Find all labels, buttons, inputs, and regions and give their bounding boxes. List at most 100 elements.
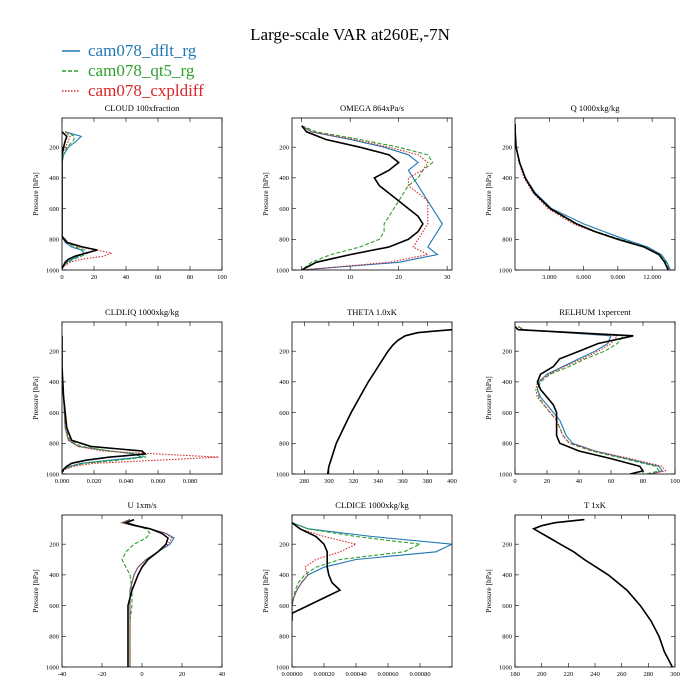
y-tick-label: 200 bbox=[279, 348, 289, 355]
y-axis-label: Pressure [hPa] bbox=[31, 376, 40, 420]
x-tick-label: 260 bbox=[617, 671, 627, 678]
panel: THETA 1.0xK 200 400 600 800 1000 280 300 320 340 3… bbox=[276, 307, 457, 485]
y-tick-label: 1000 bbox=[46, 471, 59, 478]
y-axis-label: Pressure [hPa] bbox=[31, 172, 40, 216]
x-tick-label: 12.000 bbox=[643, 274, 661, 281]
y-tick-label: 800 bbox=[49, 237, 59, 244]
x-tick-label: 60 bbox=[155, 274, 162, 281]
x-tick-label: 80 bbox=[640, 478, 647, 485]
legend-entry: cam078_cxpldiff bbox=[88, 81, 204, 100]
x-tick-label: 100 bbox=[217, 274, 227, 281]
x-tick-label: 0 bbox=[513, 478, 516, 485]
x-tick-label: 6.000 bbox=[576, 274, 591, 281]
x-tick-label: -20 bbox=[98, 671, 107, 678]
y-tick-label: 200 bbox=[49, 144, 59, 151]
x-tick-label: 60 bbox=[608, 478, 615, 485]
series-line-cam078_qt5_rg bbox=[517, 326, 660, 474]
x-tick-label: 400 bbox=[447, 478, 457, 485]
series-line-cam078_qt5_rg bbox=[301, 125, 434, 270]
x-tick-label: 30 bbox=[444, 274, 451, 281]
y-tick-label: 200 bbox=[279, 541, 289, 548]
y-tick-label: 400 bbox=[279, 379, 289, 386]
x-tick-label: 0.080 bbox=[183, 478, 198, 485]
y-tick-label: 800 bbox=[279, 634, 289, 641]
y-tick-label: 200 bbox=[49, 348, 59, 355]
x-tick-label: 80 bbox=[187, 274, 194, 281]
panel-title: RELHUM 1xpercent bbox=[559, 307, 631, 317]
y-tick-label: 400 bbox=[279, 572, 289, 579]
x-tick-label: 380 bbox=[423, 478, 433, 485]
legend: cam078_dflt_rgcam078_qt5_rgcam078_cxpldi… bbox=[62, 41, 204, 100]
series-line-reference bbox=[62, 335, 148, 473]
y-tick-label: 800 bbox=[279, 441, 289, 448]
x-tick-label: 360 bbox=[398, 478, 408, 485]
y-tick-label: 800 bbox=[502, 634, 512, 641]
series-line-cam078_cxpldiff bbox=[292, 522, 358, 621]
y-tick-label: 1000 bbox=[499, 664, 512, 671]
y-tick-label: 800 bbox=[49, 441, 59, 448]
figure-title: Large-scale VAR at260E,-7N bbox=[250, 25, 450, 44]
x-tick-label: 20 bbox=[179, 671, 186, 678]
y-tick-label: 1000 bbox=[499, 471, 512, 478]
y-tick-label: 800 bbox=[502, 237, 512, 244]
legend-entry: cam078_qt5_rg bbox=[88, 61, 195, 80]
series-line-cam078_dflt_rg bbox=[517, 326, 664, 474]
panel-title: CLDICE 1000xkg/kg bbox=[335, 500, 409, 510]
series-line-cam078_qt5_rg bbox=[62, 131, 89, 269]
plot-frame bbox=[61, 321, 223, 475]
y-tick-label: 400 bbox=[502, 572, 512, 579]
series-line-cam078_dflt_rg bbox=[62, 131, 86, 269]
legend-entry: cam078_dflt_rg bbox=[88, 41, 197, 60]
x-tick-label: 0.00020 bbox=[313, 671, 334, 678]
panel-title: OMEGA 864xPa/s bbox=[340, 103, 404, 113]
y-tick-label: 200 bbox=[502, 348, 512, 355]
y-tick-label: 600 bbox=[49, 603, 59, 610]
y-tick-label: 600 bbox=[279, 410, 289, 417]
y-axis-label: Pressure [hPa] bbox=[484, 569, 493, 613]
x-tick-label: 220 bbox=[563, 671, 573, 678]
plot-frame bbox=[61, 514, 223, 668]
x-tick-label: 320 bbox=[349, 478, 359, 485]
x-tick-label: 20 bbox=[395, 274, 402, 281]
series-line-cam078_cxpldiff bbox=[327, 329, 452, 474]
plot-frame bbox=[291, 514, 453, 668]
series-line-reference bbox=[326, 328, 452, 474]
y-axis-label: Pressure [hPa] bbox=[261, 569, 270, 613]
y-tick-label: 200 bbox=[502, 541, 512, 548]
x-tick-label: 240 bbox=[590, 671, 600, 678]
y-tick-label: 200 bbox=[502, 144, 512, 151]
series-line-cam078_cxpldiff bbox=[301, 125, 430, 270]
y-tick-label: 1000 bbox=[499, 267, 512, 274]
series-line-cam078_cxpldiff bbox=[62, 335, 219, 473]
x-tick-label: 20 bbox=[544, 478, 551, 485]
panel: OMEGA 864xPa/s 200 400 600 800 1000 0 10 20 30 Pre… bbox=[261, 103, 453, 281]
plot-frame bbox=[291, 321, 453, 475]
plot-frame bbox=[61, 117, 223, 271]
series-line-reference bbox=[531, 518, 674, 667]
y-tick-label: 600 bbox=[502, 206, 512, 213]
y-tick-label: 200 bbox=[279, 144, 289, 151]
x-tick-label: 200 bbox=[537, 671, 547, 678]
series-line-reference bbox=[515, 326, 645, 474]
y-tick-label: 400 bbox=[279, 175, 289, 182]
panel-title: THETA 1.0xK bbox=[347, 307, 398, 317]
y-tick-label: 400 bbox=[49, 175, 59, 182]
series-line-cam078_dflt_rg bbox=[327, 329, 452, 474]
series-line-reference bbox=[301, 125, 424, 270]
x-tick-label: 300 bbox=[324, 478, 334, 485]
panel-title: Q 1000xkg/kg bbox=[571, 103, 621, 113]
panel-title: U 1xm/s bbox=[127, 500, 156, 510]
y-tick-label: 1000 bbox=[46, 267, 59, 274]
series-line-cam078_cxpldiff bbox=[517, 326, 667, 474]
y-tick-label: 1000 bbox=[46, 664, 59, 671]
y-tick-label: 600 bbox=[49, 206, 59, 213]
y-tick-label: 1000 bbox=[276, 267, 289, 274]
y-axis-label: Pressure [hPa] bbox=[484, 376, 493, 420]
x-tick-label: 300 bbox=[670, 671, 680, 678]
y-tick-label: 600 bbox=[502, 603, 512, 610]
y-tick-label: 400 bbox=[502, 175, 512, 182]
